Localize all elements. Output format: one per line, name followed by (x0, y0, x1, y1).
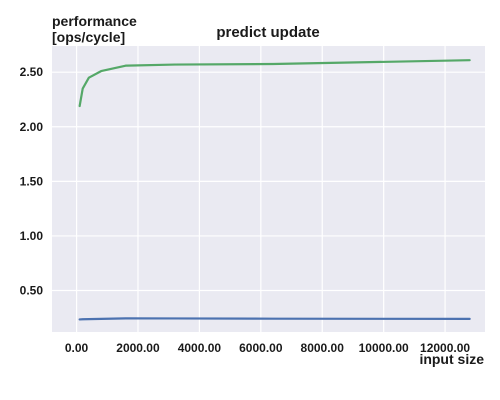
x-axis-label: input size (419, 351, 484, 367)
series-group (78, 59, 471, 321)
y-tick-label: 1.00 (20, 229, 44, 243)
y-tick-label: 2.50 (20, 65, 44, 79)
chart-title: predict update (216, 24, 319, 41)
y-tick-label: 1.50 (20, 174, 44, 188)
series-line-2 (78, 317, 471, 321)
x-tick-label: 0.00 (65, 341, 89, 355)
y-axis-label-line1: performance (52, 13, 137, 29)
series-line-1 (78, 59, 471, 108)
x-tick-label: 2000.00 (116, 341, 160, 355)
y-tick-label: 2.00 (20, 120, 44, 134)
x-tick-label: 6000.00 (239, 341, 283, 355)
plot-area (52, 46, 485, 332)
grid (52, 46, 485, 332)
y-tick-label: 0.50 (20, 284, 44, 298)
y-axis-label-line2: [ops/cycle] (52, 29, 125, 45)
x-tick-label: 12000.00 (420, 341, 470, 355)
x-tick-label: 4000.00 (178, 341, 222, 355)
tick-labels: 0.00 2000.00 4000.00 6000.00 8000.00 10000.00… (20, 65, 471, 355)
x-tick-label: 10000.00 (359, 341, 409, 355)
x-tick-label: 8000.00 (301, 341, 345, 355)
